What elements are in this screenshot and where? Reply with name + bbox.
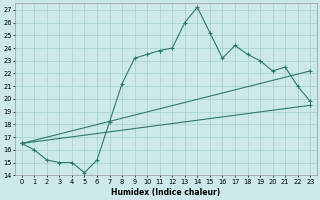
X-axis label: Humidex (Indice chaleur): Humidex (Indice chaleur) [111, 188, 220, 197]
